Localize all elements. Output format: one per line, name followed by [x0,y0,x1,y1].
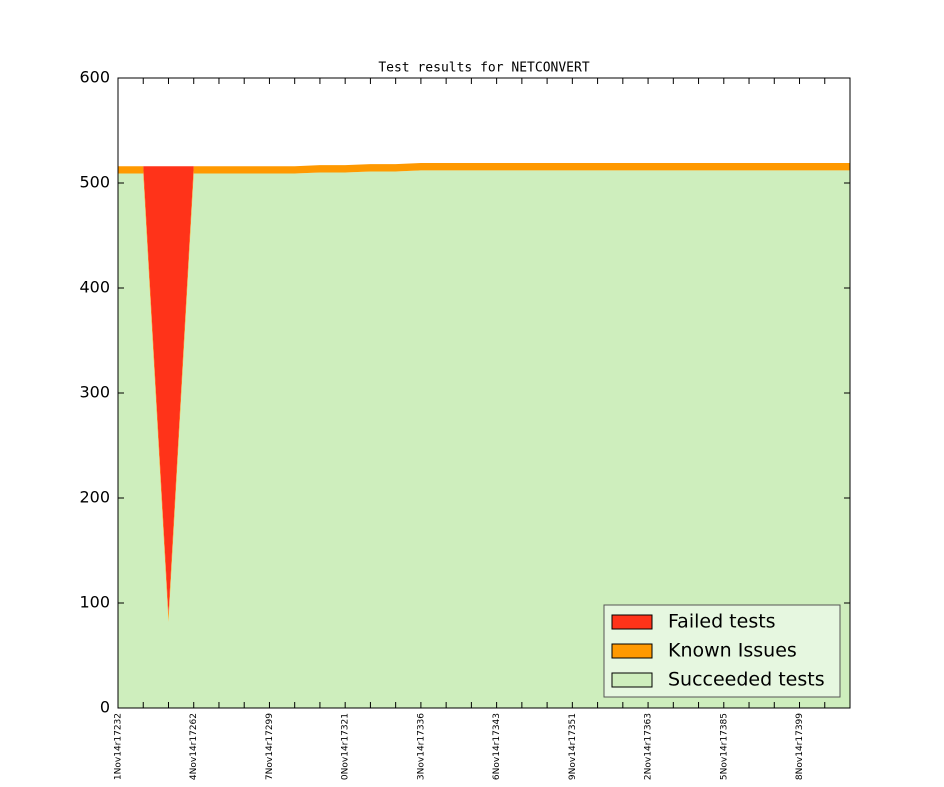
y-tick-label: 200 [79,488,110,507]
legend-swatch [611,672,653,688]
area [118,163,850,615]
x-tick-label: 8Nov14r17399 [795,713,805,780]
y-tick-label: 100 [79,593,110,612]
y-tick-label: 500 [79,173,110,192]
x-tick-label: 6Nov14r17343 [492,713,502,780]
y-tick-label: 600 [79,68,110,87]
legend-label: Failed tests [668,611,776,633]
legend-label: Succeeded tests [668,669,825,691]
x-tick-label: 2Nov14r17363 [644,713,654,780]
x-tick-label: 3Nov14r17336 [416,713,426,780]
y-tick-label: 400 [79,278,110,297]
area [118,170,850,708]
y-tick-label: 300 [79,383,110,402]
legend-swatch [611,643,653,659]
x-tick-label: 4Nov14r17262 [189,713,199,780]
legend-label: Known Issues [668,640,797,662]
legend-swatch [611,614,653,630]
x-tick-label: 7Nov14r17299 [265,713,275,780]
x-tick-label: 0Nov14r17321 [341,713,351,780]
legend: Failed tests Known Issues Succeeded tests [603,604,841,698]
x-tick-label: 9Nov14r17351 [568,713,578,780]
x-tick-label: 1Nov14r17232 [114,713,124,780]
chart-title: Test results for NETCONVERT [378,61,589,76]
x-tick-label: 5Nov14r17385 [719,713,729,780]
y-tick-label: 0 [100,698,110,717]
